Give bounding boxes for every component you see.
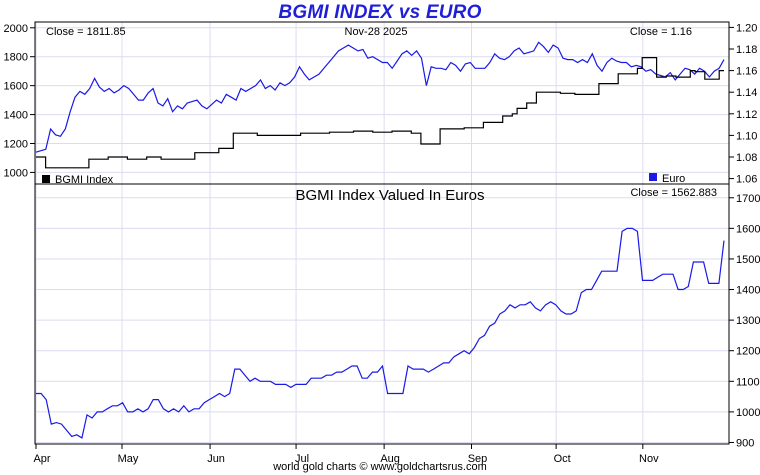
y-right-tick-label: 1.16 [736,66,757,78]
legend-label-euro: Euro [662,173,685,185]
top-close-left: Close = 1811.85 [46,26,126,38]
legend-swatch-bgmi [42,175,50,183]
y-right-tick-label: 1100 [736,376,760,388]
y-right-tick-label: 1600 [736,223,760,235]
top-close-right: Close = 1.16 [630,26,692,38]
x-tick-label: Jul [295,453,309,465]
y-right-tick-label: 900 [736,437,754,449]
y-right-tick-label: 1700 [736,193,760,205]
legend-swatch-euro [649,173,657,181]
legend-label-bgmi: BGMI Index [55,174,114,186]
y-left-tick-label: 1600 [4,81,28,93]
x-tick-label: Nov [639,453,659,465]
y-right-tick-label: 1.08 [736,152,757,164]
y-right-tick-label: 1.06 [736,174,757,186]
top-date-label: Nov-28 2025 [345,26,408,38]
bgmi-in-euros-line [36,227,725,439]
y-right-tick-label: 1300 [736,315,760,327]
y-left-tick-label: 2000 [4,23,28,35]
x-tick-label: Sep [468,453,488,465]
y-left-tick-label: 1400 [4,110,28,122]
bottom-panel-title: BGMI Index Valued In Euros [296,187,485,204]
y-left-tick-label: 1000 [4,167,28,179]
x-tick-label: Jun [207,453,225,465]
top-right-axis-ticks: 1.06 1.08 1.10 1.12 1.14 1.16 1.18 1.20 [729,22,757,186]
x-axis-ticks: Apr May Jun Jul Aug Sep Oct Nov [33,444,659,465]
footer-credit: world gold charts © www.goldchartsrus.co… [273,461,487,473]
y-left-tick-label: 1200 [4,139,28,151]
x-tick-label: Apr [33,453,50,465]
y-right-tick-label: 1500 [736,254,760,266]
y-right-tick-label: 1.12 [736,109,757,121]
x-tick-label: Oct [554,453,571,465]
top-left-axis-ticks: 1000 1200 1400 1600 1800 2000 [4,23,35,179]
bgmi-index-line [35,41,725,153]
y-right-tick-label: 1.14 [736,87,757,99]
chart-title: BGMI INDEX vs EURO [278,2,482,23]
plot-frame [34,21,730,445]
bottom-close-right: Close = 1562.883 [630,187,717,199]
x-tick-label: Aug [380,453,400,465]
bottom-right-axis-ticks: 900 1000 1100 1200 1300 1400 1500 1600 1700 [729,193,760,449]
top-panel-grid [35,22,729,184]
y-right-tick-label: 1000 [736,407,760,419]
y-right-tick-label: 1.18 [736,44,757,56]
y-right-tick-label: 1200 [736,346,760,358]
x-tick-label: May [118,453,139,465]
y-right-tick-label: 1400 [736,285,760,297]
y-right-tick-label: 1.10 [736,130,757,142]
euro-line [36,57,724,169]
y-right-tick-label: 1.20 [736,22,757,34]
y-left-tick-label: 1800 [4,52,28,64]
bottom-panel-grid [35,184,729,444]
